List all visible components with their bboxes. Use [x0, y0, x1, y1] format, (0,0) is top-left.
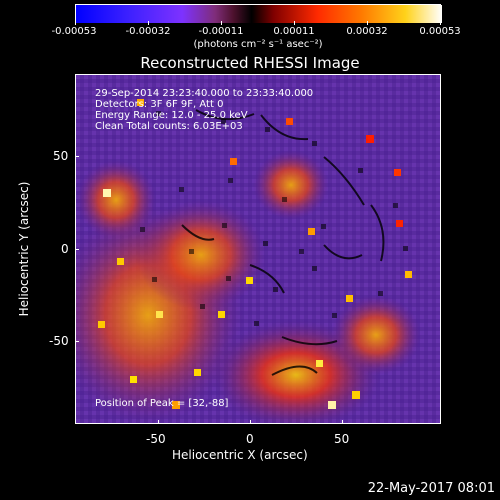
- colorbar-units: (photons cm⁻² s⁻¹ asec⁻²): [193, 39, 323, 50]
- overlay-peak-position: Position of Peak = [32,-88]: [95, 398, 229, 409]
- y-axis-label: Heliocentric Y (arcsec): [17, 181, 31, 317]
- colorbar-tick: [221, 21, 222, 25]
- colorbar-label: -0.00053: [51, 26, 97, 37]
- image-plot-area: [75, 74, 441, 424]
- overlay-detectors: Detectors: 3F 6F 9F, Att 0: [95, 99, 224, 110]
- overlay-energy-range: Energy Range: 12.0 - 25.0 keV: [95, 110, 248, 121]
- x-axis-tick: [158, 420, 159, 424]
- colorbar-tick: [440, 21, 441, 25]
- overlay-clean-counts: Clean Total counts: 6.03E+03: [95, 121, 243, 132]
- generation-timestamp: 22-May-2017 08:01: [367, 481, 495, 496]
- y-axis-tick: [75, 249, 79, 250]
- colorbar-tick: [294, 21, 295, 25]
- x-tick-label: -50: [146, 432, 166, 446]
- colorbar-tick: [75, 21, 76, 25]
- x-axis-tick: [342, 420, 343, 424]
- y-tick-label: -50: [49, 334, 69, 348]
- colorbar-label: 0.00053: [419, 26, 461, 37]
- y-axis-tick: [75, 156, 79, 157]
- y-tick-label: 50: [53, 149, 69, 163]
- y-axis-tick: [75, 341, 79, 342]
- overlay-time-range: 29-Sep-2014 23:23:40.000 to 23:33:40.000: [95, 88, 314, 99]
- x-tick-label: 0: [246, 432, 254, 446]
- colorbar-label: 0.00011: [273, 26, 315, 37]
- x-axis-label: Heliocentric X (arcsec): [172, 448, 308, 462]
- colorbar-label: -0.00032: [125, 26, 171, 37]
- x-axis-tick: [250, 420, 251, 424]
- y-tick-label: 0: [61, 242, 69, 256]
- colorbar-label: -0.00011: [198, 26, 244, 37]
- colorbar-tick: [367, 21, 368, 25]
- colorbar-label: 0.00032: [346, 26, 388, 37]
- x-tick-label: 50: [334, 432, 350, 446]
- colorbar: [75, 4, 442, 23]
- colorbar-tick: [148, 21, 149, 25]
- plot-title: Reconstructed RHESSI Image: [140, 54, 360, 72]
